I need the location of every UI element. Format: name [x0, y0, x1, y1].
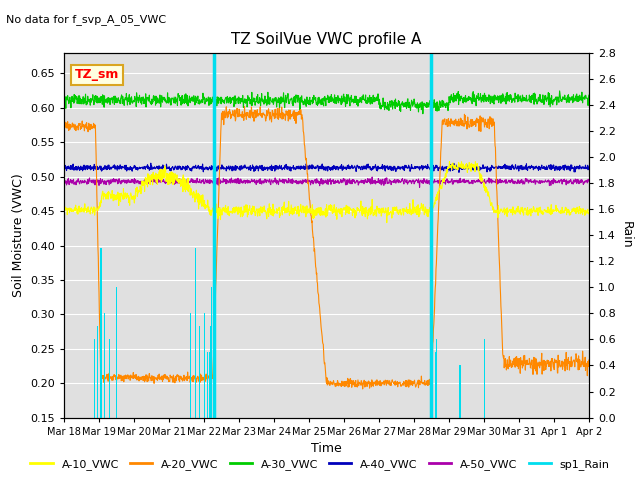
Bar — [431, 248, 432, 418]
Y-axis label: Soil Moisture (VWC): Soil Moisture (VWC) — [12, 173, 25, 297]
Bar — [109, 339, 110, 418]
Bar — [190, 313, 191, 418]
Bar — [460, 365, 461, 418]
Bar — [436, 339, 437, 418]
Bar — [484, 339, 485, 418]
Bar — [431, 248, 433, 418]
Legend: A-10_VWC, A-20_VWC, A-30_VWC, A-40_VWC, A-50_VWC, sp1_Rain: A-10_VWC, A-20_VWC, A-30_VWC, A-40_VWC, … — [26, 454, 614, 474]
Bar — [208, 352, 209, 418]
Title: TZ SoilVue VWC profile A: TZ SoilVue VWC profile A — [231, 33, 422, 48]
Bar — [97, 326, 99, 418]
Bar — [211, 288, 212, 418]
Bar — [97, 326, 98, 418]
Text: No data for f_svp_A_05_VWC: No data for f_svp_A_05_VWC — [6, 14, 166, 25]
Bar — [93, 339, 94, 418]
Bar — [204, 313, 205, 418]
Bar — [435, 352, 436, 418]
Bar — [195, 248, 196, 418]
Bar — [94, 339, 95, 418]
Bar — [207, 352, 208, 418]
Bar — [104, 313, 105, 418]
Y-axis label: Rain: Rain — [620, 221, 632, 249]
Bar — [190, 313, 191, 418]
Bar — [104, 313, 105, 418]
Bar — [116, 288, 117, 418]
Bar — [198, 326, 199, 418]
Bar — [460, 365, 461, 418]
Bar — [195, 248, 196, 418]
Bar — [199, 326, 200, 418]
Bar — [101, 248, 102, 418]
Bar — [436, 339, 438, 418]
Bar — [109, 339, 110, 418]
X-axis label: Time: Time — [311, 442, 342, 455]
Bar — [116, 288, 117, 418]
Bar — [209, 352, 210, 418]
Text: TZ_sm: TZ_sm — [74, 68, 119, 81]
Bar — [100, 248, 101, 418]
Bar — [209, 352, 211, 418]
